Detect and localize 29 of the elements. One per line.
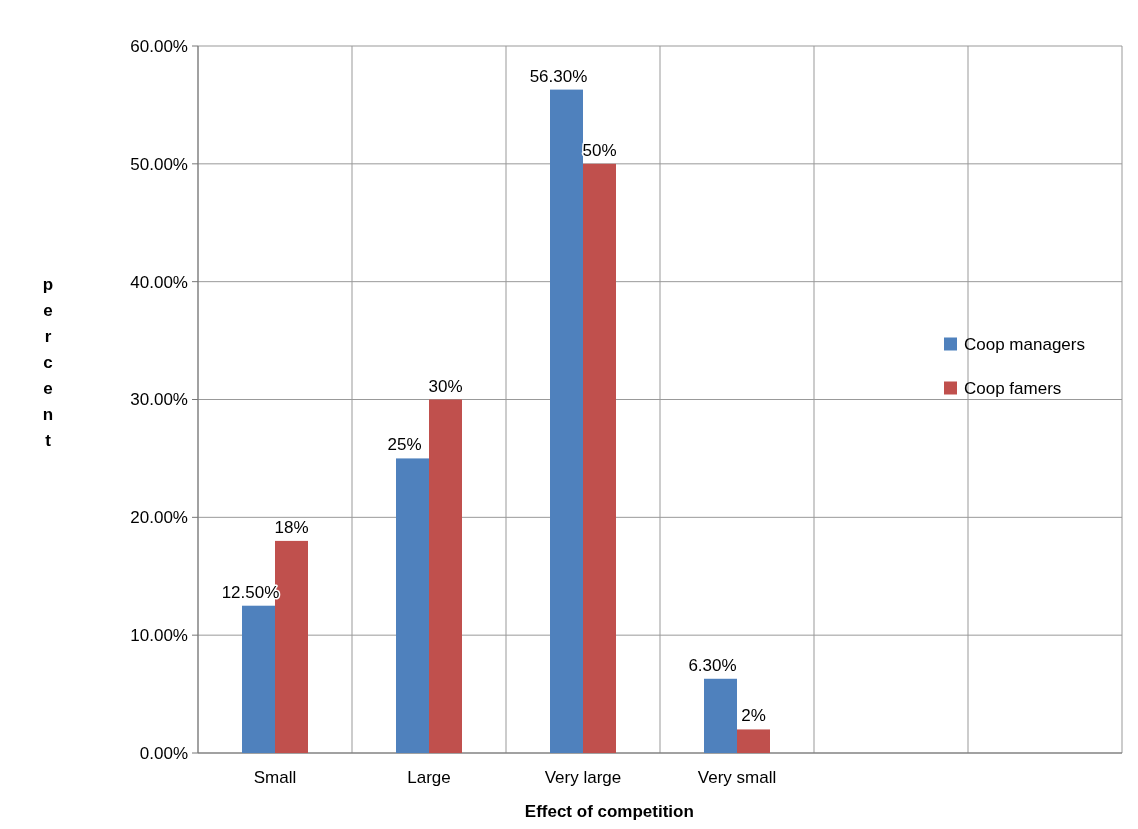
bar [550,89,583,753]
y-tick-label: 30.00% [130,390,188,410]
y-tick-label: 40.00% [130,272,188,292]
bar [396,458,429,753]
data-label: 6.30% [688,655,737,675]
x-tick-label: Small [253,768,297,787]
data-label: 2% [741,706,766,726]
y-axis-title: percent [42,274,54,450]
bar [737,729,770,753]
data-label: 25% [387,435,422,455]
y-tick-label: 10.00% [130,626,188,646]
x-tick-label: Very large [544,768,622,787]
bar [704,678,737,753]
legend-label: Coop famers [964,379,1062,399]
data-label: 50% [582,140,617,160]
y-tick-label: 0.00% [139,743,188,763]
x-tick-label: Large [407,768,451,787]
y-tick-label: 50.00% [130,154,188,174]
x-axis-title: Effect of competition [524,802,694,821]
x-tick-label: Very small [697,768,777,787]
bar [429,399,462,753]
y-tick-label: 60.00% [130,36,188,56]
bar [242,605,275,753]
data-label: 56.30% [529,66,588,86]
data-label: 30% [428,376,463,396]
data-label: 18% [274,517,309,537]
bar [583,163,616,753]
legend-label: Coop managers [964,335,1085,355]
y-tick-label: 20.00% [130,508,188,528]
